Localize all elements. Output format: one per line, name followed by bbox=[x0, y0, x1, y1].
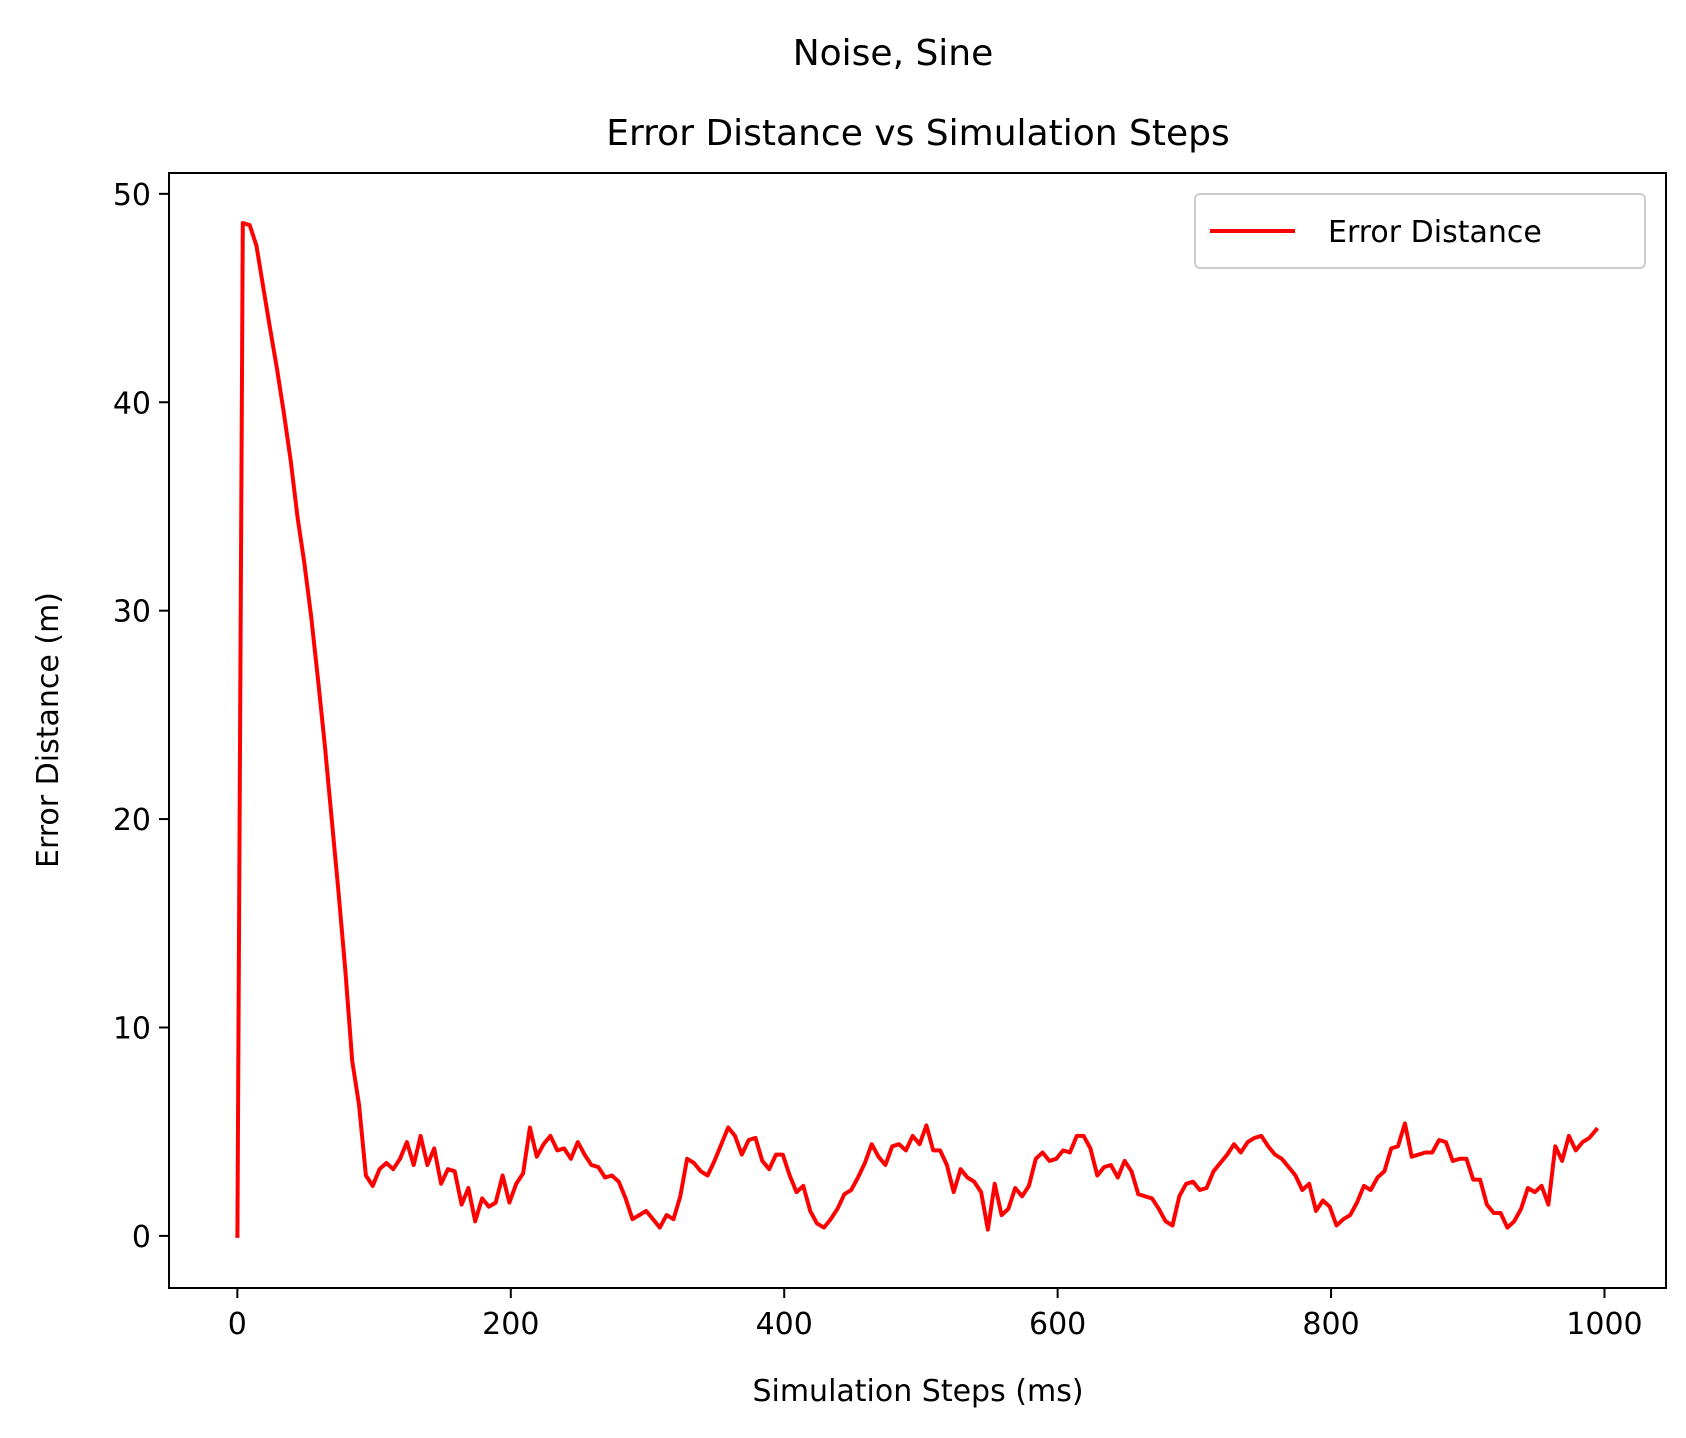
y-tick-label: 30 bbox=[113, 595, 151, 630]
plot-area bbox=[235, 221, 1600, 1238]
y-axis: 0 10 20 30 40 50 bbox=[113, 178, 169, 1255]
series-line-error-distance bbox=[235, 221, 1600, 1238]
y-tick-label: 0 bbox=[132, 1220, 151, 1255]
x-tick-label: 600 bbox=[1029, 1307, 1086, 1342]
legend-entry-error-distance: Error Distance bbox=[1328, 215, 1542, 250]
axes-frame bbox=[168, 172, 1667, 1289]
chart-title: Error Distance vs Simulation Steps bbox=[606, 113, 1229, 154]
x-tick-label: 800 bbox=[1302, 1307, 1359, 1342]
legend: Error Distance bbox=[1194, 193, 1646, 269]
y-tick-label: 40 bbox=[113, 386, 151, 421]
x-tick-label: 200 bbox=[482, 1307, 539, 1342]
y-tick-label: 10 bbox=[113, 1011, 151, 1046]
y-tick-label: 20 bbox=[113, 803, 151, 838]
y-tick-label: 50 bbox=[113, 178, 151, 213]
legend-box bbox=[1194, 193, 1646, 269]
x-axis-label: Simulation Steps (ms) bbox=[752, 1374, 1083, 1409]
y-axis-label: Error Distance (m) bbox=[31, 592, 66, 868]
chart-suptitle: Noise, Sine bbox=[793, 33, 994, 74]
x-tick-label: 400 bbox=[756, 1307, 813, 1342]
x-axis: 0 200 400 600 800 1000 bbox=[228, 1288, 1643, 1342]
x-tick-label: 0 bbox=[228, 1307, 247, 1342]
x-tick-label: 1000 bbox=[1566, 1307, 1642, 1342]
